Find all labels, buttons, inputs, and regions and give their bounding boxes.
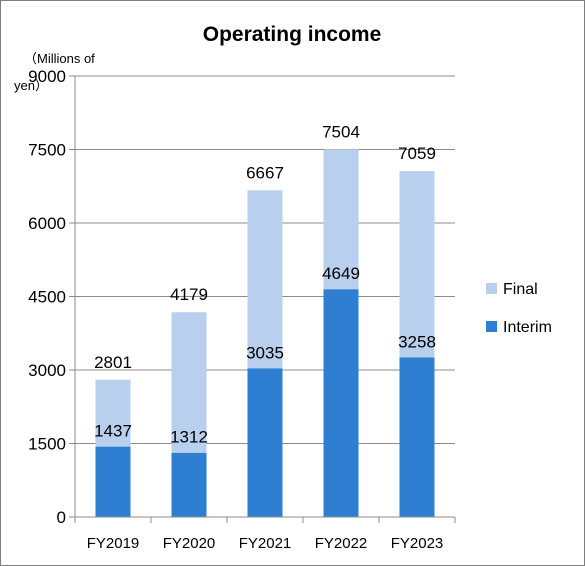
legend-label-final: Final [503,281,538,298]
y-tick-label: 1500 [28,435,66,454]
data-label-total: 7504 [322,122,360,141]
legend-swatch-interim [486,321,497,332]
bar-final [247,190,283,369]
x-axis-ticks: FY2019 FY2020 FY2021 FY2022 FY2023 [74,517,456,552]
unit-label-line-1: （Millions of [24,51,95,66]
chart-title: Operating income [203,23,382,46]
y-tick-label: 0 [57,508,66,527]
bar-final [171,312,207,453]
bar-final [399,171,435,358]
data-label-total: 7059 [398,144,436,163]
bar-final [95,379,131,447]
data-label-total: 6667 [246,163,284,182]
x-tick-label: FY2023 [391,535,444,552]
bar-interim [399,357,435,517]
y-tick-label: 3000 [28,361,66,380]
y-tick-label: 7500 [28,141,66,160]
bar-interim [171,452,207,517]
x-tick-label: FY2021 [239,535,292,552]
x-tick-label: FY2022 [315,535,368,552]
y-tick-label: 4500 [28,288,66,307]
bar-interim [247,368,283,517]
legend-swatch-final [486,283,497,294]
data-label-interim: 4649 [322,264,360,283]
bar-interim [323,289,359,517]
data-labels: 1437 2801 1312 4179 3035 6667 4649 7504 3258 7059 [94,122,436,446]
y-tick-label: 6000 [28,214,66,233]
unit-label-line-2: yen） [14,78,48,93]
data-label-interim: 3258 [398,332,436,351]
data-label-interim: 1437 [94,422,132,441]
bar-final [323,149,359,290]
y-axis-unit-label: （Millions of yen） [14,51,98,93]
data-label-interim: 1312 [170,428,208,447]
x-tick-label: FY2020 [163,535,216,552]
data-label-total: 2801 [94,353,132,372]
data-label-interim: 3035 [246,343,284,362]
data-label-total: 4179 [170,285,208,304]
bars [95,149,435,517]
legend: Final Interim [486,281,552,336]
bar-interim [95,446,131,517]
y-axis-ticks: 0 1500 3000 4500 6000 7500 9000 [28,67,75,527]
legend-label-interim: Interim [503,319,552,336]
y-tick-label: 9000 [28,67,66,86]
x-tick-label: FY2019 [87,535,140,552]
